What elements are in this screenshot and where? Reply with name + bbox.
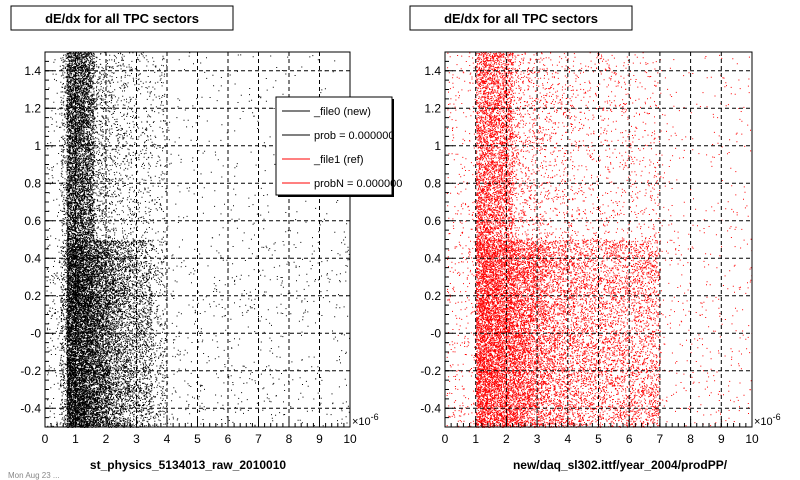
x-exponent-power: -6 xyxy=(773,412,781,422)
x-tick-label: 10 xyxy=(745,432,759,446)
y-tick-label: 1.2 xyxy=(24,101,41,115)
x-tick-label: 4 xyxy=(564,432,571,446)
x-tick-label: 6 xyxy=(626,432,633,446)
x-tick-label: 7 xyxy=(657,432,664,446)
y-tick-label: -0.4 xyxy=(20,401,41,415)
x-tick-label: 0 xyxy=(42,432,49,446)
x-tick-label: 5 xyxy=(595,432,602,446)
y-tick-label: -0.4 xyxy=(420,401,441,415)
legend-entry-label: prob = 0.000000 xyxy=(314,130,394,142)
right-plot-grid xyxy=(445,52,752,427)
x-tick-label: 1 xyxy=(472,432,479,446)
x-tick-label: 1 xyxy=(72,432,79,446)
right-title-box xyxy=(409,5,633,31)
y-tick-label: 1.4 xyxy=(24,64,41,78)
y-tick-label: -0 xyxy=(30,326,41,340)
legend-entry-label: _file0 (new) xyxy=(313,106,371,118)
legend-entry-label: probN = 0.000000 xyxy=(314,178,402,190)
footer-date: Mon Aug 23 ... xyxy=(8,471,60,480)
right-plot-panel: dE/dx for all TPC sectors 0 1 2 3 4 5 6 7 8 9 10 -0… xyxy=(409,5,781,472)
right-plot-axes: 0 1 2 3 4 5 6 7 8 9 10 -0.4 -0.2 -0 0.2 0.4 0.6 0.8 1 1.2 1.… xyxy=(420,51,781,446)
y-tick-label: 0.4 xyxy=(24,251,41,265)
y-tick-label: 1 xyxy=(434,139,441,153)
y-tick-label: 0.2 xyxy=(424,289,441,303)
x-tick-label: 6 xyxy=(225,432,232,446)
y-tick-label: -0.2 xyxy=(420,364,441,378)
y-tick-label: -0 xyxy=(430,326,441,340)
y-tick-label: 0.8 xyxy=(24,176,41,190)
x-tick-label: 9 xyxy=(718,432,725,446)
legend: _file0 (new) prob = 0.000000 _file1 (ref) p… xyxy=(275,96,402,197)
x-tick-label: 5 xyxy=(194,432,201,446)
x-exponent-label: ×10-6 xyxy=(754,412,781,428)
y-tick-label: -0.2 xyxy=(20,364,41,378)
right-plot-points xyxy=(446,52,753,428)
left-title-box xyxy=(10,5,234,31)
right-x-axis-label: new/daq_sl302.ittf/year_2004/prodPP/ xyxy=(513,458,728,472)
x-exponent-label: ×10-6 xyxy=(352,412,379,428)
y-tick-label: 1 xyxy=(34,139,41,153)
y-tick-label: 0.2 xyxy=(24,289,41,303)
scatter-points xyxy=(446,52,753,428)
y-tick-label: 1.2 xyxy=(424,101,441,115)
legend-entry-label: _file1 (ref) xyxy=(313,154,364,166)
left-plot-panel: dE/dx for all TPC sectors 0 1 2 3 4 5 6 7 8 9 10 -0… xyxy=(10,5,402,472)
left-plot-axes: 0 1 2 3 4 5 6 7 8 9 10 -0.4 -0.2 -0 0.2 0.4 0.6 0.8 1 1.2 1.… xyxy=(20,51,379,446)
left-x-axis-label: st_physics_5134013_raw_2010010 xyxy=(90,458,286,472)
x-tick-label: 3 xyxy=(534,432,541,446)
x-tick-label: 2 xyxy=(103,432,110,446)
x-tick-label: 0 xyxy=(442,432,449,446)
y-tick-label: 1.4 xyxy=(424,64,441,78)
y-tick-label: 0.6 xyxy=(424,214,441,228)
left-plot-title: dE/dx for all TPC sectors xyxy=(45,11,199,26)
x-tick-label: 8 xyxy=(687,432,694,446)
x-tick-label: 3 xyxy=(133,432,140,446)
y-tick-label: 0.8 xyxy=(424,176,441,190)
x-tick-label: 10 xyxy=(343,432,357,446)
y-tick-label: 0.4 xyxy=(424,251,441,265)
x-tick-label: 7 xyxy=(255,432,262,446)
x-exponent-power: -6 xyxy=(371,412,379,422)
x-tick-label: 9 xyxy=(316,432,323,446)
legend-box xyxy=(275,96,393,196)
x-tick-label: 8 xyxy=(286,432,293,446)
y-tick-label: 0.6 xyxy=(24,214,41,228)
x-tick-label: 2 xyxy=(503,432,510,446)
right-plot-title: dE/dx for all TPC sectors xyxy=(444,11,598,26)
x-tick-label: 4 xyxy=(164,432,171,446)
